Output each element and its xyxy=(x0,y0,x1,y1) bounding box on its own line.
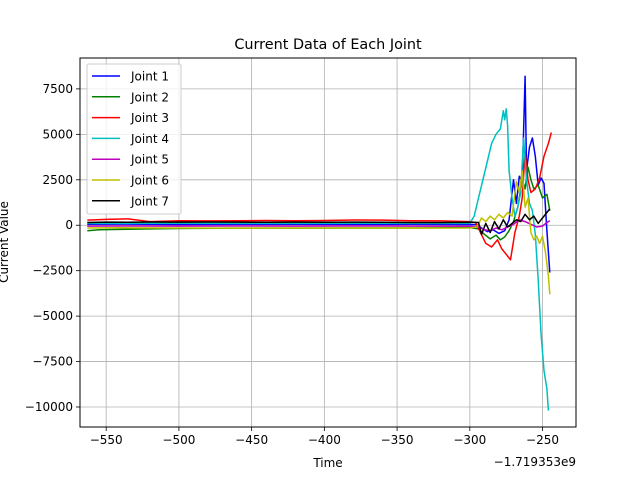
x-tick-label: −300 xyxy=(453,433,486,447)
legend-label-joint-1: Joint 1 xyxy=(130,70,169,84)
x-tick-label: −350 xyxy=(381,433,414,447)
series-line-joint-5 xyxy=(87,219,551,232)
legend: Joint 1 Joint 2 Joint 3 Joint 4 Joint 5 Joint… xyxy=(86,63,182,215)
series-line-joint-7 xyxy=(87,208,551,236)
series-line-joint-3 xyxy=(87,132,553,261)
x-tick-label: −400 xyxy=(308,433,341,447)
x-tick-label: −450 xyxy=(235,433,268,447)
x-axis-label: Time xyxy=(312,456,342,470)
y-tick-label: 7500 xyxy=(42,82,73,96)
legend-label-joint-3: Joint 3 xyxy=(130,111,169,125)
legend-label-joint-7: Joint 7 xyxy=(130,194,169,208)
y-axis: −10000 −7500 −5000 −2500 0 2500 5000 7500 xyxy=(25,82,80,414)
y-tick-label: −5000 xyxy=(32,309,73,323)
y-tick-label: −10000 xyxy=(25,400,73,414)
legend-label-joint-2: Joint 2 xyxy=(130,90,169,104)
legend-label-joint-5: Joint 5 xyxy=(130,153,169,167)
y-tick-label: 0 xyxy=(65,218,73,232)
plot-frame xyxy=(79,57,577,428)
legend-box xyxy=(86,63,182,215)
y-tick-label: 5000 xyxy=(42,127,73,141)
grid-lines xyxy=(80,58,576,427)
x-tick-label: −500 xyxy=(162,433,195,447)
chart-title: Current Data of Each Joint xyxy=(234,37,422,53)
legend-label-joint-6: Joint 6 xyxy=(130,174,169,188)
y-tick-label: 2500 xyxy=(42,173,73,187)
x-tick-label: −250 xyxy=(526,433,559,447)
y-tick-label: −2500 xyxy=(32,264,73,278)
x-axis: −550 −500 −450 −400 −350 −300 −250 xyxy=(90,427,559,447)
series-line-joint-4 xyxy=(87,108,550,411)
legend-label-joint-4: Joint 4 xyxy=(130,132,169,146)
x-axis-offset-label: −1.719353e9 xyxy=(494,455,576,469)
x-tick-label: −550 xyxy=(90,433,123,447)
series-lines xyxy=(87,75,553,411)
y-tick-label: −7500 xyxy=(32,355,73,369)
series-line-joint-1 xyxy=(87,75,551,273)
series-line-joint-6 xyxy=(87,169,551,295)
y-axis-label: Current Value xyxy=(0,201,11,283)
